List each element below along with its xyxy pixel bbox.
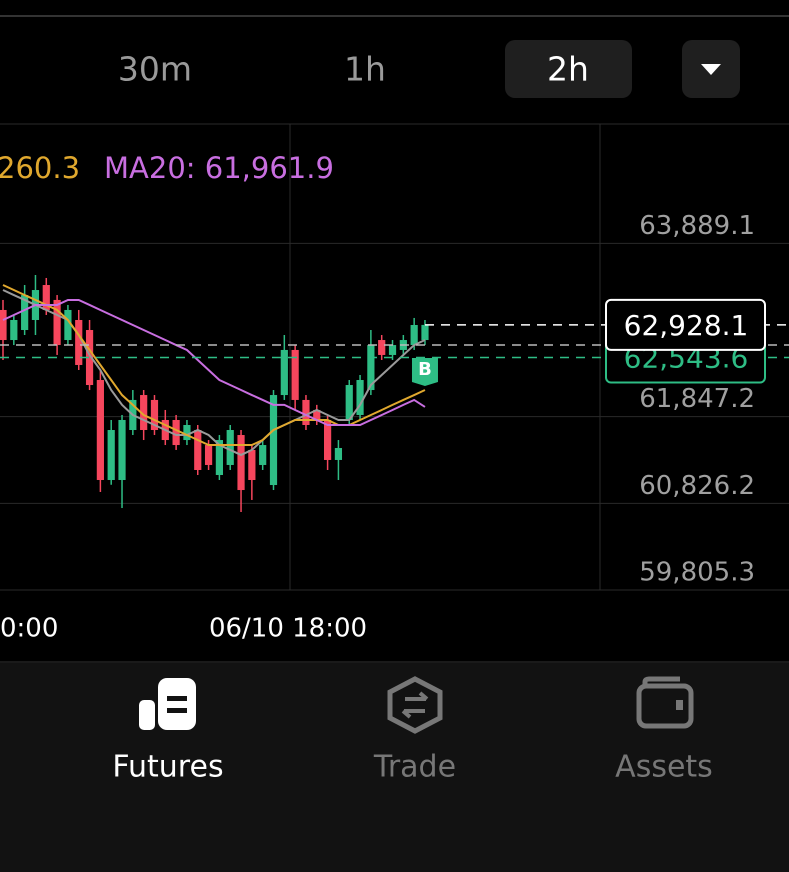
x-tick-label: 06/10 18:00 [209,614,367,644]
candle-body [367,345,375,391]
candle-body [259,445,267,465]
candle-body [421,324,429,341]
buy-marker-bg [411,358,438,386]
timeframe-tab[interactable]: 1h [344,50,386,89]
assets-icon [636,676,694,729]
trade-icon [387,676,443,734]
timeframe-tab[interactable]: 30m [118,50,192,89]
tab-selected-bg [505,40,632,98]
buy-marker: B [418,359,432,380]
candle-body [388,345,397,355]
candle-body [53,299,61,346]
candle-body [248,449,256,481]
candle-body [215,440,223,475]
y-tick-label: 60,826.2 [639,471,755,501]
candle-body [291,349,299,400]
ma-label: 260.3 [0,151,80,185]
nav-item[interactable]: Assets [615,750,713,785]
candle-body [21,295,29,331]
candle-body [345,385,353,420]
nav-item[interactable]: Trade [373,750,456,785]
candle-body [118,419,126,481]
price-tag: 62,928.1 [624,309,749,342]
ma-line [2,298,426,426]
candle-body [334,448,343,460]
candle-body [313,409,321,420]
timeframe-tab[interactable]: 2h [547,50,589,89]
candle-body [75,319,83,365]
ma-line [2,284,426,447]
candle-body [302,399,310,425]
nav-item[interactable]: Futures [112,750,223,785]
candle-body [107,430,115,481]
candle-body [204,445,213,465]
dropdown-arrow [701,64,721,75]
candle-body [237,435,245,491]
candle-body [356,380,364,415]
y-tick-label: 63,889.1 [639,211,755,241]
candle-body [183,425,191,441]
futures-icon [139,678,196,730]
candle-body [42,285,50,310]
candle-body [0,309,7,341]
candle-body [96,380,104,481]
candle-body [140,395,148,431]
ma-label: MA20: 61,961.9 [104,151,334,185]
candle-body [410,325,418,346]
candle-body [324,419,332,460]
y-tick-label: 61,847.2 [639,384,755,414]
candle-body [10,319,18,341]
x-tick-label: 0:00 [0,614,58,644]
candle-body [85,330,94,386]
candle-body [280,349,288,396]
candle-body [194,430,202,470]
candle-body [172,419,180,446]
candle-body [64,309,72,341]
candle-body [226,430,234,465]
candle-body [269,395,278,486]
candle-body [378,340,386,355]
candle-body [150,399,159,431]
y-tick-label: 59,805.3 [639,558,755,588]
nav-bar [0,663,789,872]
price-tag-box [605,298,766,351]
